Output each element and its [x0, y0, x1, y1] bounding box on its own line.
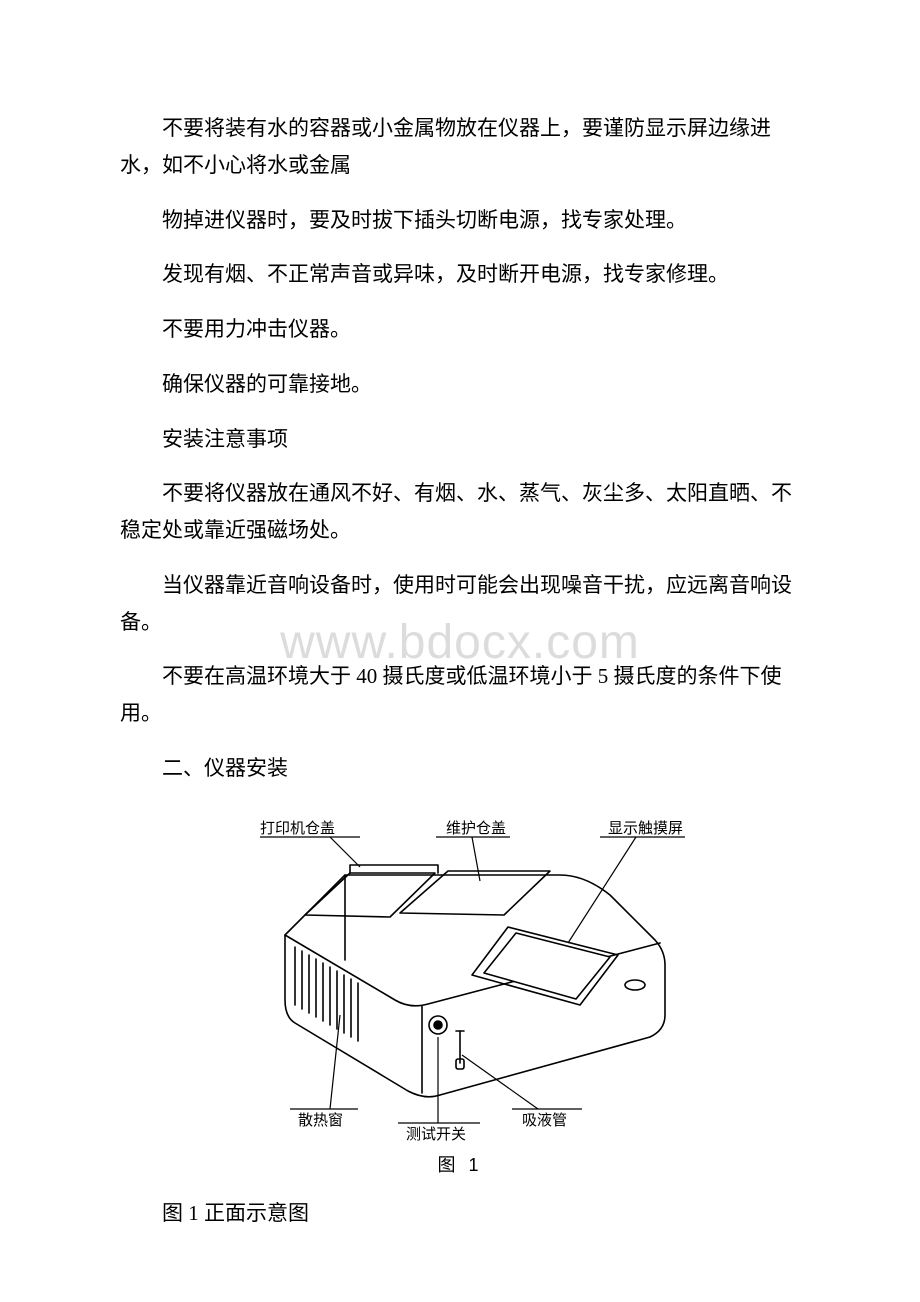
document-content: 不要将装有水的容器或小金属物放在仪器上，要谨防显示屏边缘进水，如不小心将水或金属… — [0, 0, 920, 1289]
instrument-diagram: 打印机仓盖 维护仓盖 显示触摸屏 散热窗 测试开关 吸液管 图 1 — [190, 805, 730, 1177]
paragraph-9: 不要在高温环境大于 40 摄氏度或低温环境小于 5 摄氏度的条件下使用。 — [120, 658, 800, 732]
paragraph-7: 不要将仪器放在通风不好、有烟、水、蒸气、灰尘多、太阳直晒、不稳定处或靠近强磁场处… — [120, 475, 800, 549]
paragraph-6: 安装注意事项 — [120, 421, 800, 458]
label-tube: 吸液管 — [522, 1112, 567, 1129]
paragraph-4: 不要用力冲击仪器。 — [120, 311, 800, 348]
label-touch-screen: 显示触摸屏 — [608, 820, 683, 837]
label-heat-window: 散热窗 — [298, 1111, 343, 1129]
paragraph-1: 不要将装有水的容器或小金属物放在仪器上，要谨防显示屏边缘进水，如不小心将水或金属 — [120, 110, 800, 184]
diagram-svg: 打印机仓盖 维护仓盖 显示触摸屏 散热窗 测试开关 吸液管 — [190, 805, 730, 1145]
label-test-switch: 测试开关 — [406, 1126, 466, 1143]
paragraph-10: 二、仪器安装 — [120, 750, 800, 787]
paragraph-8: 当仪器靠近音响设备时，使用时可能会出现噪音干扰，应远离音响设备。 — [120, 567, 800, 641]
paragraph-11: 图 1 正面示意图 — [120, 1195, 800, 1232]
figure-number: 图 1 — [190, 1151, 730, 1177]
label-printer-cover: 打印机仓盖 — [260, 820, 335, 837]
label-maintenance-cover: 维护仓盖 — [446, 820, 506, 837]
paragraph-2: 物掉进仪器时，要及时拔下插头切断电源，找专家处理。 — [120, 202, 800, 239]
paragraph-5: 确保仪器的可靠接地。 — [120, 366, 800, 403]
paragraph-3: 发现有烟、不正常声音或异味，及时断开电源，找专家修理。 — [120, 256, 800, 293]
